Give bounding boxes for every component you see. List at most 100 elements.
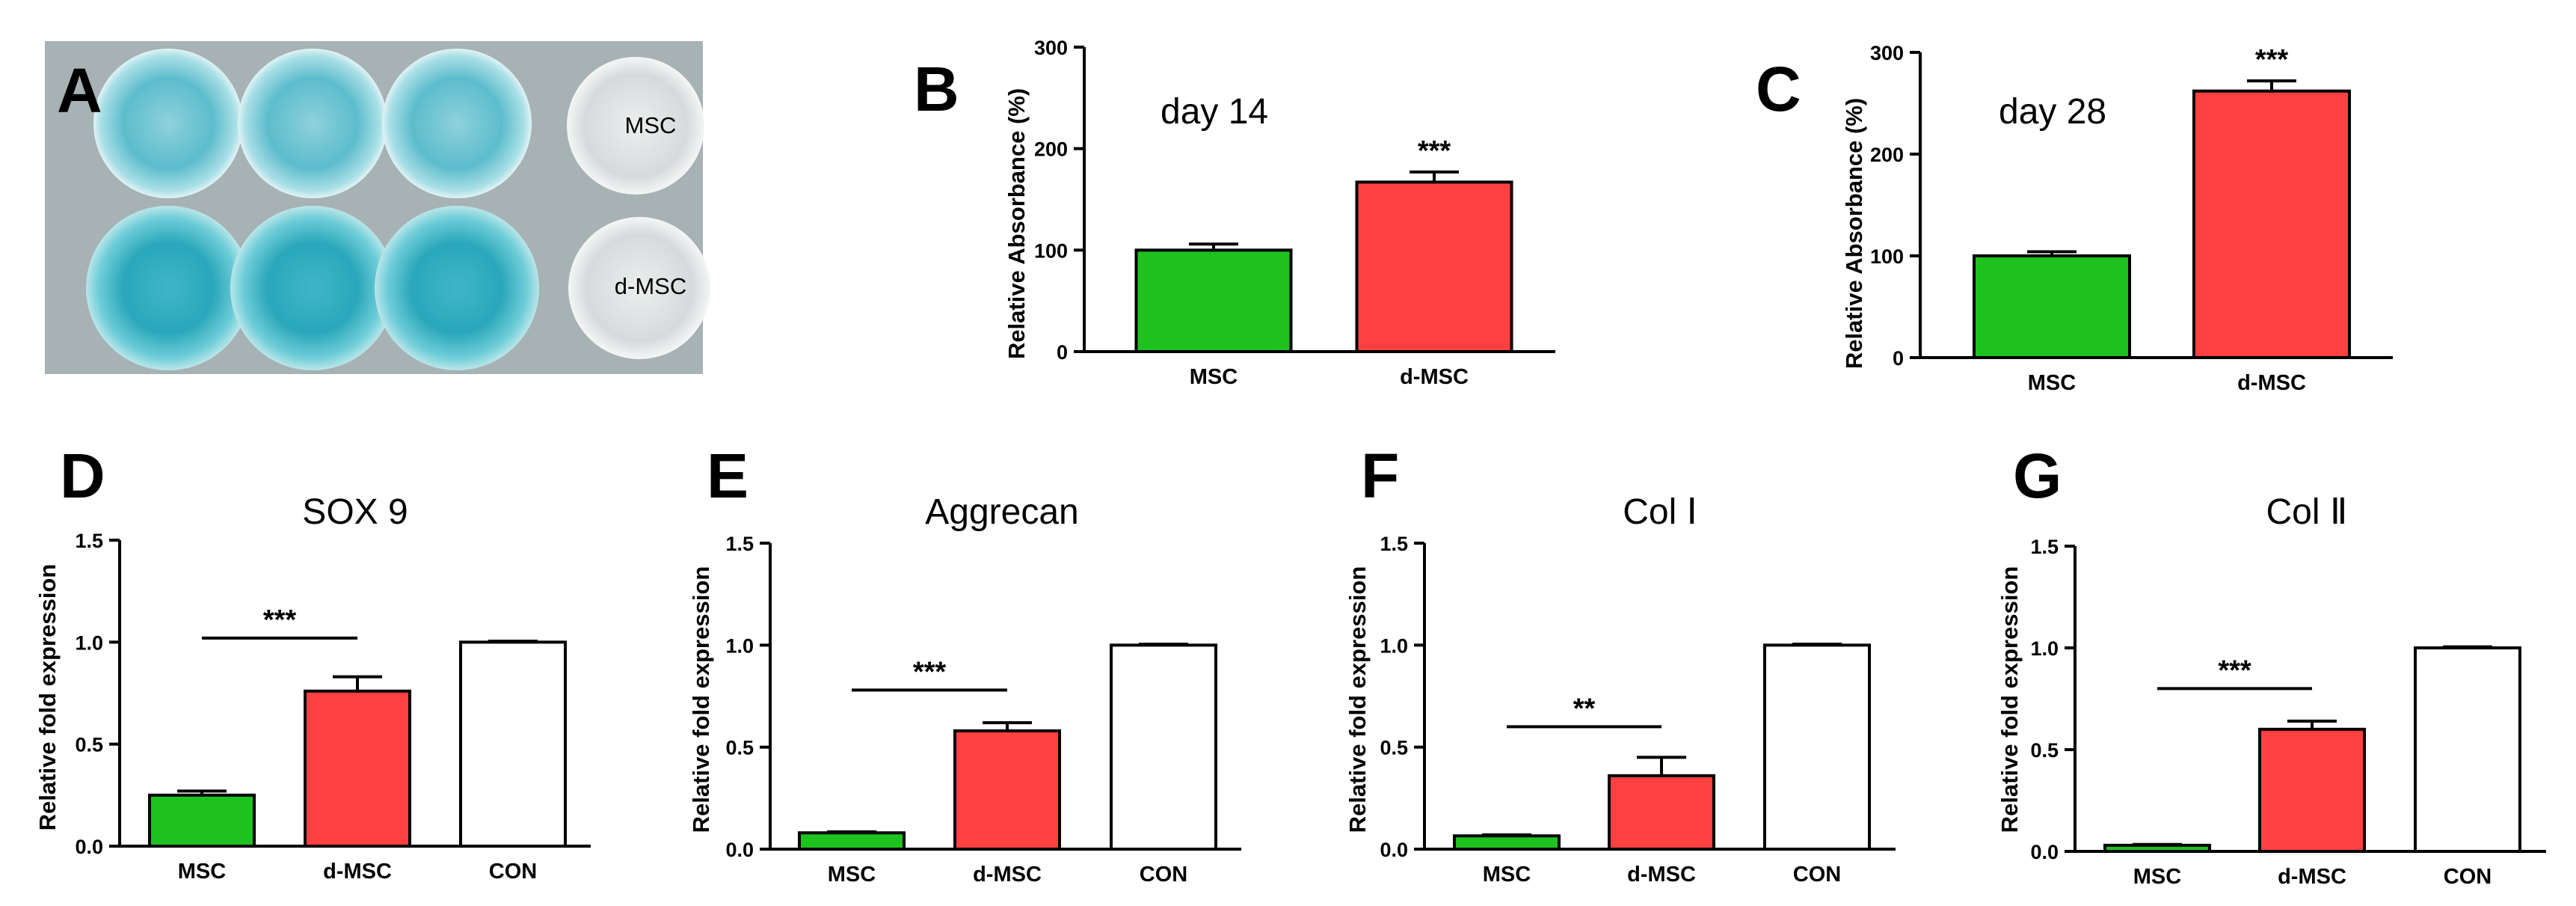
chart-panel-b: B day 14 Relative Absorbance (%) 0 100 200… bbox=[914, 37, 1555, 389]
well-msc-3 bbox=[382, 49, 532, 198]
y-ticks-b: 0 100 200 300 bbox=[1034, 37, 1084, 364]
y-tick-label-e: 0.0 bbox=[725, 839, 754, 861]
bar-f-d-msc bbox=[1608, 774, 1715, 851]
chart-title-f: Col Ⅰ bbox=[1623, 492, 1697, 532]
significance-mark-e: *** bbox=[913, 656, 947, 688]
chart-title-g: Col Ⅱ bbox=[2266, 492, 2348, 532]
panel-label-f: F bbox=[1361, 441, 1399, 511]
bar-b-d-msc bbox=[1355, 180, 1513, 353]
well-row-label-dmsc: d-MSC bbox=[615, 273, 686, 299]
bar-g-con bbox=[2414, 646, 2521, 853]
well-dmsc-1 bbox=[86, 206, 250, 370]
y-tick-label-f: 0.5 bbox=[1380, 737, 1408, 759]
bars-f bbox=[1453, 642, 1871, 851]
x-ticks-e: MSC d-MSC CON bbox=[828, 863, 1187, 887]
bar-c-d-msc bbox=[2192, 89, 2351, 360]
chart-panel-d: D SOX 9 Relative fold expression 0.0 0.5 1… bbox=[34, 441, 591, 884]
x-tick-label-e: d-MSC bbox=[973, 863, 1042, 887]
chart-panel-e: E Aggrecan Relative fold expression 0.0 0… bbox=[688, 441, 1241, 887]
significance-mark-g: *** bbox=[2218, 655, 2251, 686]
well-empty-bottom bbox=[568, 217, 710, 359]
x-tick-label-f: CON bbox=[1793, 863, 1841, 887]
bars-d bbox=[148, 639, 567, 848]
y-tick-label-d: 1.5 bbox=[75, 530, 103, 552]
significance-e: *** bbox=[852, 656, 1007, 692]
y-tick-label-c: 300 bbox=[1870, 42, 1904, 64]
y-tick-label-b: 200 bbox=[1034, 138, 1068, 161]
y-tick-label-g: 1.5 bbox=[2030, 536, 2059, 558]
y-tick-label-d: 0.5 bbox=[75, 734, 103, 756]
y-tick-label-b: 100 bbox=[1034, 239, 1068, 262]
bar-g-d-msc bbox=[2258, 727, 2366, 853]
x-tick-label-g: MSC bbox=[2133, 865, 2182, 889]
bar-b-msc bbox=[1134, 248, 1293, 354]
significance-mark-f: ** bbox=[1573, 693, 1596, 724]
y-axis-label-c: Relative Absorbance (%) bbox=[1841, 98, 1867, 369]
y-tick-label-b: 0 bbox=[1057, 341, 1068, 364]
x-tick-label-d: CON bbox=[489, 860, 537, 884]
y-tick-label-f: 1.0 bbox=[1380, 634, 1408, 657]
y-axis-label-g: Relative fold expression bbox=[1996, 566, 2023, 833]
well-dmsc-2 bbox=[230, 206, 395, 370]
well-msc-2 bbox=[238, 49, 387, 198]
panel-label-d: D bbox=[60, 441, 105, 511]
chart-title-d: SOX 9 bbox=[302, 492, 408, 532]
bar-e-con bbox=[1110, 643, 1217, 851]
y-tick-label-d: 1.0 bbox=[75, 631, 103, 654]
y-tick-label-e: 0.5 bbox=[725, 737, 754, 759]
y-tick-label-f: 1.5 bbox=[1380, 533, 1408, 555]
x-tick-label-e: CON bbox=[1140, 863, 1187, 887]
panel-label-a: A bbox=[57, 55, 102, 126]
y-axis-label-e: Relative fold expression bbox=[688, 566, 714, 833]
bar-f-con bbox=[1763, 643, 1871, 851]
significance-mark-b: *** bbox=[1418, 135, 1451, 167]
x-tick-label-f: MSC bbox=[1483, 863, 1531, 887]
y-tick-label-e: 1.0 bbox=[725, 634, 754, 657]
x-ticks-f: MSC d-MSC CON bbox=[1483, 863, 1841, 887]
x-tick-label-e: MSC bbox=[828, 863, 876, 887]
chart-panel-c: C day 28 Relative Absorbance (%) 0 100 200… bbox=[1756, 42, 2393, 395]
y-axis-label-d: Relative fold expression bbox=[34, 564, 61, 831]
chart-panel-g: G Col Ⅱ Relative fold expression 0.0 0.5 1… bbox=[1996, 441, 2546, 889]
y-tick-label-g: 1.0 bbox=[2030, 637, 2059, 660]
y-ticks-d: 0.0 0.5 1.0 1.5 bbox=[75, 530, 120, 858]
panel-label-e: E bbox=[707, 441, 748, 511]
x-tick-label-d: MSC bbox=[178, 860, 227, 884]
significance-mark-c: *** bbox=[2255, 44, 2289, 76]
chart-title-e: Aggrecan bbox=[925, 492, 1078, 532]
panel-label-g: G bbox=[2013, 441, 2062, 511]
panel-label-b: B bbox=[914, 54, 959, 124]
y-ticks-c: 0 100 200 300 bbox=[1870, 42, 1920, 370]
bars-g bbox=[2103, 645, 2521, 853]
significance-c: *** bbox=[2255, 44, 2289, 76]
x-ticks-d: MSC d-MSC CON bbox=[178, 860, 537, 884]
panel-label-c: C bbox=[1756, 54, 1801, 124]
well-row-label-msc: MSC bbox=[625, 112, 677, 138]
bar-d-msc bbox=[148, 793, 256, 848]
chart-panel-f: F Col Ⅰ Relative fold expression 0.0 0.5 1… bbox=[1344, 441, 1896, 887]
bar-f-msc bbox=[1453, 834, 1561, 851]
x-tick-label-f: d-MSC bbox=[1627, 863, 1696, 887]
bars-b bbox=[1134, 170, 1513, 354]
bar-d-d-msc bbox=[304, 689, 411, 848]
x-tick-label-g: CON bbox=[2444, 865, 2492, 889]
chart-title-b: day 14 bbox=[1161, 92, 1268, 132]
y-ticks-g: 0.0 0.5 1.0 1.5 bbox=[2030, 536, 2075, 863]
chart-title-c: day 28 bbox=[1999, 92, 2106, 132]
significance-b: *** bbox=[1418, 135, 1451, 167]
x-ticks-c: MSC d-MSC bbox=[2028, 371, 2306, 395]
x-ticks-g: MSC d-MSC CON bbox=[2133, 865, 2492, 889]
y-axis-label-b: Relative Absorbance (%) bbox=[1003, 88, 1030, 359]
y-tick-label-g: 0.0 bbox=[2030, 841, 2059, 863]
bar-d-con bbox=[459, 640, 567, 848]
x-tick-label-c: d-MSC bbox=[2237, 371, 2306, 395]
x-tick-label-g: d-MSC bbox=[2278, 865, 2346, 889]
y-tick-label-c: 100 bbox=[1870, 245, 1904, 268]
y-tick-label-c: 200 bbox=[1870, 144, 1904, 166]
x-tick-label-b: d-MSC bbox=[1400, 365, 1469, 389]
y-tick-label-g: 0.5 bbox=[2030, 739, 2059, 762]
x-tick-label-c: MSC bbox=[2028, 371, 2077, 395]
significance-d: *** bbox=[202, 604, 357, 640]
y-tick-label-f: 0.0 bbox=[1380, 839, 1408, 861]
